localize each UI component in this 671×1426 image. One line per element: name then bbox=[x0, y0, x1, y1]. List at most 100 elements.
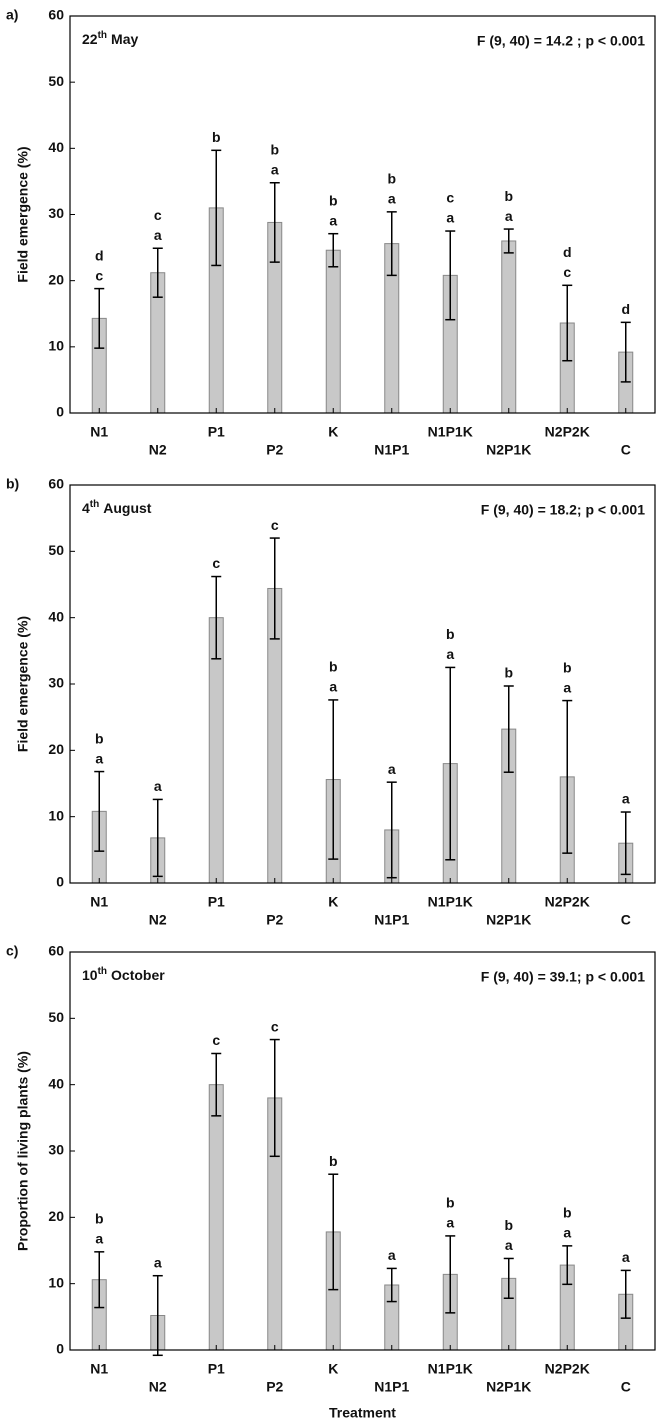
significance-letter: d bbox=[621, 301, 630, 317]
y-tick-label: 30 bbox=[48, 205, 64, 221]
y-tick-label: 30 bbox=[48, 1142, 64, 1158]
title-part: 22 bbox=[82, 31, 98, 47]
x-tick-label: C bbox=[621, 912, 631, 928]
significance-letter: a bbox=[446, 646, 454, 662]
x-tick-label: N2 bbox=[149, 1379, 167, 1395]
significance-letter: b bbox=[504, 188, 513, 204]
significance-letter: a bbox=[563, 679, 571, 695]
title-part: th bbox=[90, 499, 99, 510]
significance-letter: c bbox=[446, 190, 454, 206]
significance-letter: a bbox=[388, 1247, 396, 1263]
y-axis-label: Proportion of living plants (%) bbox=[15, 1051, 31, 1251]
significance-letter: a bbox=[329, 679, 337, 695]
bar bbox=[208, 1084, 224, 1351]
x-tick-label: P1 bbox=[208, 1361, 225, 1377]
panel-title: 22th May bbox=[82, 30, 138, 47]
significance-letter: b bbox=[329, 1153, 338, 1169]
significance-letter: b bbox=[446, 1195, 455, 1211]
significance-letter: a bbox=[95, 1231, 103, 1247]
x-tick-label: K bbox=[328, 424, 338, 440]
y-tick-label: 40 bbox=[48, 608, 64, 624]
bar bbox=[501, 240, 517, 414]
y-tick-label: 0 bbox=[56, 404, 64, 420]
x-tick-label: C bbox=[621, 442, 631, 458]
x-tick-label: K bbox=[328, 1361, 338, 1377]
panel-title: 4th August bbox=[82, 499, 152, 516]
annotation: F (9, 40) = 14.2 ; p < 0.001 bbox=[477, 33, 645, 49]
annotation: F (9, 40) = 18.2; p < 0.001 bbox=[481, 502, 645, 518]
x-tick-label: P1 bbox=[208, 894, 225, 910]
significance-letter: a bbox=[154, 778, 162, 794]
significance-letter: a bbox=[271, 161, 279, 177]
x-tick-label: P2 bbox=[266, 442, 283, 458]
significance-letter: b bbox=[95, 1211, 104, 1227]
significance-letter: b bbox=[95, 730, 104, 746]
y-tick-label: 60 bbox=[48, 7, 64, 23]
x-tick-label: P1 bbox=[208, 424, 225, 440]
significance-letter: b bbox=[387, 171, 396, 187]
title-part: th bbox=[98, 966, 107, 977]
y-tick-label: 0 bbox=[56, 874, 64, 890]
significance-letter: a bbox=[95, 750, 103, 766]
panel-title: 10th October bbox=[82, 966, 165, 983]
x-tick-label: N2P1K bbox=[486, 1379, 531, 1395]
y-tick-label: 10 bbox=[48, 807, 64, 823]
significance-letter: d bbox=[95, 247, 104, 263]
significance-letter: a bbox=[154, 227, 162, 243]
significance-letter: c bbox=[212, 1032, 220, 1048]
significance-letter: c bbox=[271, 1018, 279, 1034]
significance-letter: b bbox=[563, 1205, 572, 1221]
significance-letter: a bbox=[505, 1237, 513, 1253]
x-tick-label: N2P2K bbox=[545, 894, 590, 910]
plot-frame bbox=[69, 951, 656, 1351]
significance-letter: a bbox=[446, 210, 454, 226]
y-tick-label: 20 bbox=[48, 1208, 64, 1224]
y-tick-label: 60 bbox=[48, 943, 64, 959]
significance-letter: a bbox=[154, 1254, 162, 1270]
significance-letter: b bbox=[504, 1217, 513, 1233]
significance-letter: a bbox=[622, 791, 630, 807]
significance-letter: b bbox=[270, 141, 279, 157]
x-axis-label: Treatment bbox=[329, 1405, 396, 1421]
plot-frame bbox=[69, 484, 656, 884]
significance-letter: a bbox=[388, 761, 396, 777]
x-tick-label: P2 bbox=[266, 1379, 283, 1395]
x-tick-label: N2 bbox=[149, 442, 167, 458]
title-part: August bbox=[103, 500, 152, 516]
y-tick-label: 40 bbox=[48, 1075, 64, 1091]
y-axis-label: Field emergence (%) bbox=[15, 616, 31, 752]
x-tick-label: C bbox=[621, 1379, 631, 1395]
significance-letter: a bbox=[329, 212, 337, 228]
plot-frame bbox=[69, 15, 656, 414]
y-tick-label: 50 bbox=[48, 73, 64, 89]
bar bbox=[325, 249, 341, 414]
y-tick-label: 20 bbox=[48, 271, 64, 287]
x-tick-label: N1P1K bbox=[428, 894, 473, 910]
y-tick-label: 10 bbox=[48, 338, 64, 354]
significance-letter: c bbox=[154, 207, 162, 223]
x-tick-label: N1 bbox=[90, 894, 108, 910]
title-part: 10 bbox=[82, 967, 98, 983]
significance-letter: a bbox=[388, 191, 396, 207]
y-tick-label: 60 bbox=[48, 476, 64, 492]
x-tick-label: N1P1 bbox=[374, 442, 409, 458]
y-tick-label: 30 bbox=[48, 675, 64, 691]
x-tick-label: N2P1K bbox=[486, 912, 531, 928]
title-part: th bbox=[98, 30, 107, 41]
y-tick-label: 0 bbox=[56, 1341, 64, 1357]
significance-letter: a bbox=[563, 1225, 571, 1241]
x-tick-label: N1P1 bbox=[374, 1379, 409, 1395]
significance-letter: c bbox=[95, 267, 103, 283]
significance-letter: a bbox=[505, 208, 513, 224]
significance-letter: b bbox=[212, 129, 221, 145]
x-tick-label: K bbox=[328, 894, 338, 910]
x-tick-label: N1 bbox=[90, 424, 108, 440]
y-axis-label: Field emergence (%) bbox=[15, 146, 31, 282]
x-tick-label: N1P1K bbox=[428, 424, 473, 440]
x-tick-label: N2P2K bbox=[545, 424, 590, 440]
y-tick-label: 50 bbox=[48, 1009, 64, 1025]
y-tick-label: 10 bbox=[48, 1274, 64, 1290]
x-tick-label: N1P1 bbox=[374, 912, 409, 928]
significance-letter: c bbox=[563, 264, 571, 280]
